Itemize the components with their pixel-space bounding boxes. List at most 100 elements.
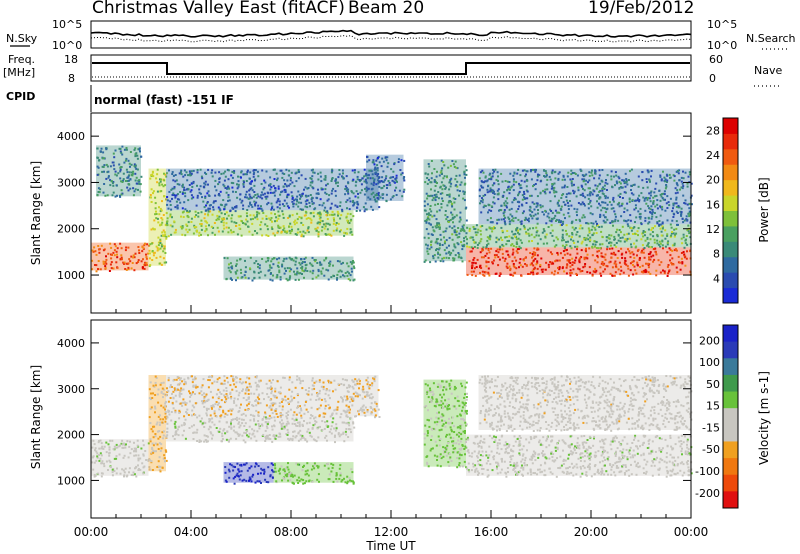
power-cell — [506, 197, 508, 200]
velocity-cell — [201, 422, 204, 425]
power-cell — [566, 175, 569, 178]
power-cell — [367, 187, 370, 190]
power-cell — [489, 221, 492, 224]
power-cell — [349, 213, 352, 216]
power-cell — [442, 177, 445, 180]
power-cell — [615, 174, 618, 177]
power-cell — [431, 234, 434, 236]
power-cell — [286, 267, 289, 270]
power-cell — [255, 260, 258, 263]
power-cell — [437, 226, 440, 228]
velocity-cell — [352, 380, 355, 383]
power-cell — [564, 245, 566, 248]
velocity-cell — [362, 385, 365, 388]
velocity-cell — [221, 435, 224, 438]
power-cell — [246, 215, 249, 218]
power-cell — [501, 231, 504, 234]
velocity-cell — [265, 404, 268, 407]
power-cell — [246, 209, 249, 211]
power-cell — [424, 220, 427, 222]
power-cell — [633, 199, 636, 202]
power-cell — [188, 210, 191, 213]
velocity-cell — [175, 400, 178, 403]
power-cell — [244, 223, 247, 226]
power-cell — [589, 194, 592, 197]
velocity-cell — [164, 412, 167, 415]
power-cell — [493, 193, 496, 195]
power-cell — [436, 170, 438, 173]
power-cell — [485, 261, 488, 264]
velocity-cell — [291, 398, 294, 401]
velocity-cell — [256, 430, 259, 433]
velocity-cell — [247, 393, 250, 395]
power-cell — [198, 191, 201, 194]
power-cell — [170, 188, 173, 191]
power-cell — [558, 259, 561, 262]
power-cell — [330, 192, 333, 195]
power-cell — [474, 262, 477, 265]
velocity-cell — [133, 447, 136, 450]
power-cell — [647, 242, 650, 245]
cpid-value: normal (fast) -151 IF — [94, 93, 234, 107]
power-cell — [348, 197, 351, 200]
power-cell — [603, 195, 606, 197]
power-cell — [223, 179, 226, 182]
power-cell — [523, 219, 526, 221]
velocity-cell — [253, 435, 256, 438]
power-cell — [458, 190, 461, 192]
power-cell — [268, 184, 270, 187]
velocity-cell — [201, 402, 204, 405]
power-cell — [532, 268, 535, 271]
velocity-cell — [152, 451, 155, 454]
power-cell — [629, 256, 632, 259]
power-cell — [575, 211, 578, 214]
power-cell — [612, 253, 615, 256]
power-cell — [506, 250, 509, 253]
power-cell — [533, 184, 536, 186]
velocity-cell — [318, 392, 321, 395]
velocity-cell — [154, 407, 157, 410]
power-cell — [273, 168, 276, 171]
power-cell — [566, 264, 569, 267]
power-cell — [584, 238, 587, 241]
power-cell — [287, 184, 290, 187]
power-cell — [516, 243, 519, 245]
power-cell — [214, 194, 217, 197]
power-cell — [471, 247, 474, 250]
power-cell — [218, 215, 221, 218]
velocity-cell — [258, 398, 261, 401]
power-cell — [224, 170, 227, 173]
power-cell — [175, 200, 178, 203]
power-cell — [338, 173, 341, 176]
velocity-cell — [335, 427, 338, 430]
power-cell — [371, 187, 374, 190]
power-cell — [424, 181, 427, 184]
power-cell — [655, 269, 658, 272]
power-cell — [688, 207, 691, 210]
power-cell — [649, 211, 652, 214]
power-cell — [119, 150, 122, 153]
velocity-cell — [206, 409, 208, 412]
power-cell — [297, 278, 300, 281]
power-cell — [545, 175, 548, 178]
power-cell — [93, 246, 96, 249]
power-cell — [206, 192, 209, 195]
power-cell — [448, 195, 451, 198]
velocity-cell — [193, 406, 196, 409]
power-colorbar-swatch — [723, 118, 738, 134]
velocity-cell — [351, 379, 354, 382]
power-cell — [378, 185, 381, 188]
power-cell — [137, 188, 139, 191]
power-cell — [245, 180, 248, 182]
velocity-cell — [193, 424, 195, 427]
power-cell — [347, 192, 350, 195]
power-cell — [243, 181, 245, 184]
velocity-cell — [373, 378, 376, 381]
power-cell — [680, 214, 683, 217]
velocity-cell — [179, 377, 182, 380]
power-cell — [680, 180, 683, 183]
power-cell — [659, 206, 662, 209]
power-cell — [228, 263, 230, 266]
velocity-cell — [240, 413, 243, 416]
power-cell — [178, 198, 181, 201]
